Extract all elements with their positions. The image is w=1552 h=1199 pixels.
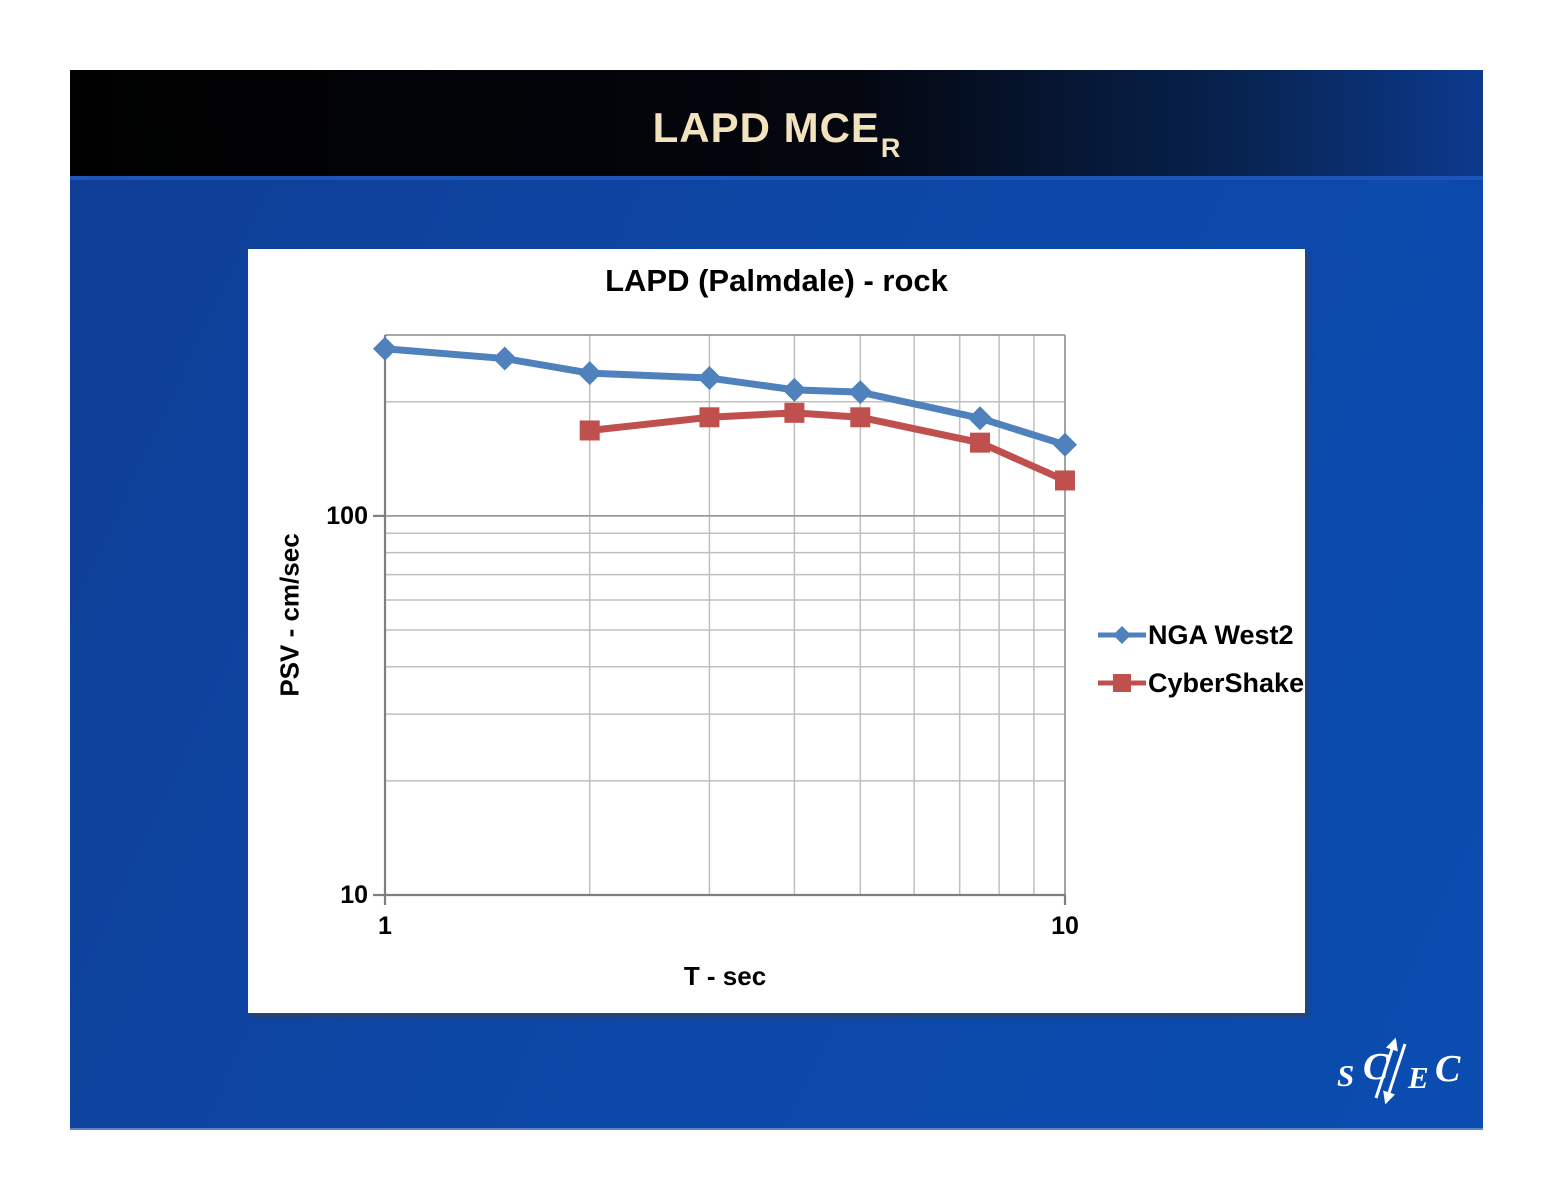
x-tick-label-1: 1 xyxy=(378,912,392,940)
legend-label-nga-west2: NGA West2 xyxy=(1148,619,1294,650)
minor-gridlines xyxy=(385,335,1065,895)
y-tick-label-100: 100 xyxy=(326,502,368,530)
legend-item-nga-west2: NGA West2 xyxy=(1098,611,1304,659)
y-tick-label-10: 10 xyxy=(340,881,368,909)
slide-title-text: LAPD MCE xyxy=(652,103,880,151)
scec-logo: S C E C xyxy=(1337,1037,1461,1105)
psv-period-chart xyxy=(373,334,1077,905)
slide-title-bar: LAPD MCER xyxy=(70,70,1483,176)
y-axis-title: PSV - cm/sec xyxy=(274,533,305,697)
presentation-slide: LAPD MCER LAPD (Palmdale) - rock 100 10 … xyxy=(70,70,1483,1130)
scec-letter-c2: C xyxy=(1435,1048,1461,1090)
chart-title: LAPD (Palmdale) - rock xyxy=(605,263,948,298)
slide-title-subscript: R xyxy=(880,133,902,164)
scec-letter-e: E xyxy=(1407,1060,1429,1095)
legend-item-cybershake: CyberShake xyxy=(1098,659,1304,707)
header-accent-line xyxy=(70,176,1483,180)
chart-legend: NGA West2 CyberShake xyxy=(1098,611,1304,707)
slide-title: LAPD MCER xyxy=(652,88,901,163)
axes xyxy=(373,335,1067,905)
x-axis-title: T - sec xyxy=(683,961,767,991)
scec-letters: S C E C xyxy=(1337,1046,1461,1095)
scec-fault-arrows xyxy=(1374,1037,1407,1105)
legend-label-cybershake: CyberShake xyxy=(1148,667,1305,698)
cybershake-line-marker-swatch xyxy=(1098,674,1146,692)
x-tick-label-10: 10 xyxy=(1051,912,1079,940)
scec-letter-s: S xyxy=(1337,1058,1354,1093)
scec-letter-c1: C xyxy=(1363,1046,1389,1088)
nga-west2-line-marker-swatch xyxy=(1098,626,1146,644)
chart-panel: LAPD (Palmdale) - rock 100 10 1 10 PSV -… xyxy=(248,249,1305,1013)
series-nga-west2 xyxy=(373,336,1077,457)
series-cybershake xyxy=(579,402,1075,491)
major-gridlines xyxy=(385,334,1066,895)
